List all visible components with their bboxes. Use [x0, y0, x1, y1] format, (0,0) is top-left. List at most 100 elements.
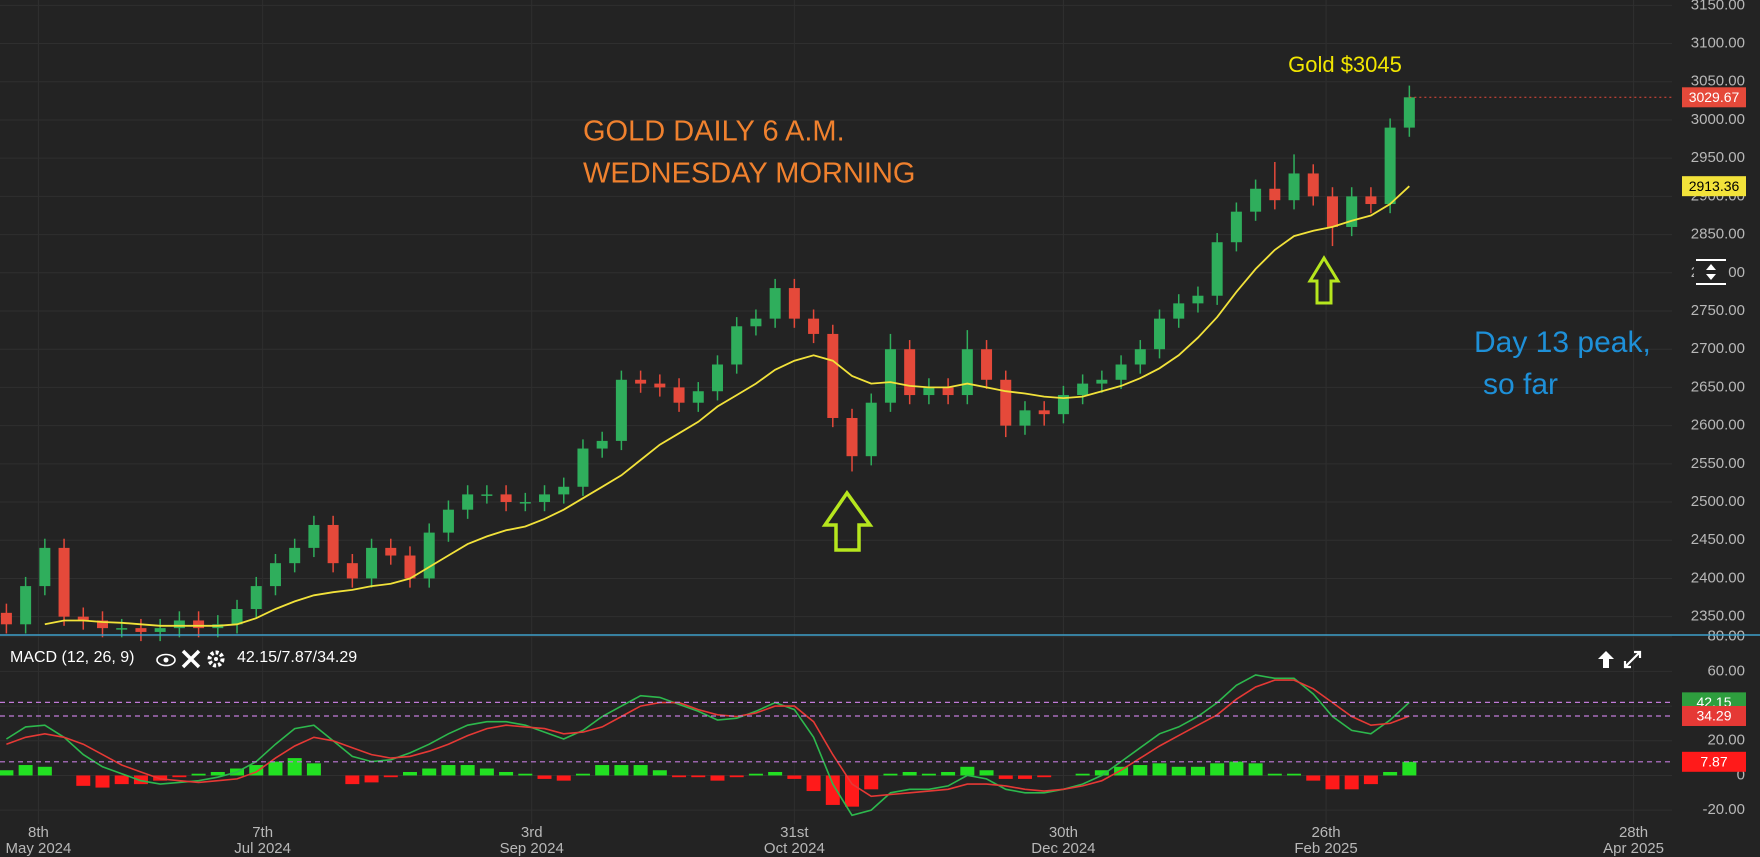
- candle-body: [385, 547, 397, 556]
- histogram-bar: [422, 768, 437, 776]
- histogram-bar: [114, 775, 129, 785]
- value-badge: [1682, 87, 1746, 108]
- histogram-bar: [652, 770, 667, 776]
- histogram-bar: [441, 765, 456, 776]
- candle-body: [961, 349, 973, 396]
- candle-body: [1365, 196, 1377, 205]
- scale-icon[interactable]: [1694, 258, 1728, 286]
- candle-body: [327, 524, 339, 564]
- candle-body: [1038, 410, 1050, 415]
- histogram-bar: [76, 775, 91, 786]
- candle-body: [692, 391, 704, 403]
- histogram-bar: [556, 775, 571, 781]
- histogram-bar: [210, 771, 225, 776]
- histogram-bar: [1267, 773, 1282, 776]
- histogram-bar: [1248, 763, 1263, 776]
- histogram-bar: [306, 763, 321, 776]
- histogram-bar: [575, 773, 590, 776]
- candle-body: [96, 620, 108, 629]
- candle-body: [346, 563, 358, 579]
- y-tick-label: 2600.00: [1691, 417, 1745, 434]
- histogram-bar: [1075, 773, 1090, 776]
- histogram-bar: [1363, 775, 1378, 785]
- y-tick-label: 3050.00: [1691, 73, 1745, 90]
- histogram-bar: [941, 771, 956, 776]
- histogram-bar: [518, 773, 533, 776]
- candle-body: [154, 628, 166, 632]
- x-tick-label: 28th: [1619, 824, 1648, 841]
- y-tick-label: 2450.00: [1691, 531, 1745, 548]
- macd-line: [5, 674, 1410, 817]
- y-tick-label: 20.00: [1707, 732, 1745, 749]
- arrow-up: [821, 489, 874, 552]
- histogram-bar: [748, 773, 763, 776]
- histogram-bar: [672, 775, 687, 778]
- candle-body: [1403, 97, 1415, 128]
- signal-line: [6, 679, 1410, 798]
- move-up-icon[interactable]: [1598, 651, 1614, 668]
- histogram-bar: [1325, 775, 1340, 790]
- x-tick-label: 7th: [252, 824, 273, 841]
- y-tick-label: 80.00: [1707, 628, 1745, 645]
- x-tick-sublabel: May 2024: [5, 840, 71, 857]
- y-tick-label: 2650.00: [1691, 378, 1745, 395]
- candle-body: [39, 547, 51, 587]
- x-tick-label: 26th: [1311, 824, 1340, 841]
- histogram-bar: [864, 775, 879, 790]
- candle-body: [942, 387, 954, 396]
- candle-body: [539, 494, 551, 503]
- candle-body: [1057, 395, 1069, 415]
- candle-body: [0, 612, 12, 625]
- candle-body: [769, 288, 781, 319]
- candle-body: [500, 494, 512, 503]
- histogram-bar: [287, 758, 302, 776]
- histogram-bar: [1094, 770, 1109, 776]
- maximize-icon[interactable]: [1623, 650, 1642, 669]
- visibility-icon[interactable]: [156, 653, 176, 667]
- histogram-bar: [691, 775, 706, 778]
- candle-body: [923, 387, 935, 396]
- histogram-bar: [95, 775, 110, 788]
- candle-body: [731, 326, 743, 365]
- value-badge-label: 2913.36: [1689, 178, 1740, 194]
- y-tick-label: 2550.00: [1691, 455, 1745, 472]
- candle-body: [1115, 364, 1127, 380]
- settings-icon[interactable]: [207, 650, 225, 668]
- y-tick-label: 2700.00: [1691, 340, 1745, 357]
- candle-body: [231, 609, 243, 625]
- candle-body: [1134, 349, 1146, 365]
- histogram-bar: [1133, 765, 1148, 776]
- remove-icon[interactable]: [181, 649, 201, 669]
- candle-body: [654, 383, 666, 388]
- arrow-up: [1307, 255, 1341, 305]
- candle-body: [711, 364, 723, 392]
- histogram-bar: [1171, 766, 1186, 776]
- candle-body: [519, 502, 531, 504]
- candle-body: [788, 288, 800, 319]
- candle-body: [1250, 188, 1262, 212]
- candle-body: [808, 318, 820, 334]
- candle-body: [269, 563, 281, 587]
- histogram-bar: [0, 770, 14, 776]
- indicator-readout: 42.15/7.87/34.29: [237, 649, 357, 666]
- histogram-bar: [133, 775, 148, 785]
- candle-body: [1384, 127, 1396, 205]
- histogram-bar: [1402, 761, 1417, 776]
- y-tick-label: -20.00: [1702, 801, 1745, 818]
- histogram-bar: [537, 775, 552, 779]
- candle-body: [884, 349, 896, 403]
- candle-body: [77, 616, 89, 621]
- x-tick-sublabel: Apr 2025: [1603, 840, 1664, 857]
- histogram-bar: [787, 775, 802, 779]
- histogram-bar: [979, 770, 994, 776]
- histogram-bar: [172, 775, 187, 778]
- annotation: Gold $3045: [1288, 52, 1402, 77]
- candle-body: [1173, 303, 1185, 319]
- y-tick-label: 2400.00: [1691, 569, 1745, 586]
- histogram-bar: [37, 766, 52, 776]
- candle-body: [981, 349, 993, 380]
- histogram-bar: [710, 775, 725, 781]
- x-tick-sublabel: Oct 2024: [764, 840, 825, 857]
